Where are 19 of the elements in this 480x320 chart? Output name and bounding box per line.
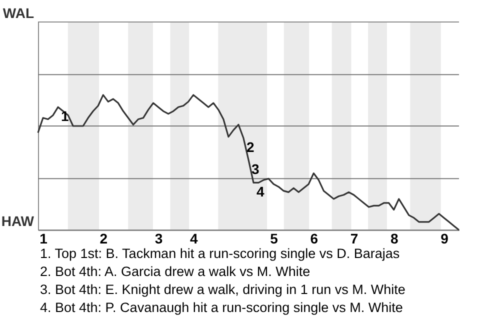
x-tick-label: 3 [154,230,163,246]
text: 4. Bot 4th: P. Cavanaugh hit a run-scoring single vs M. White [40,300,403,315]
x-tick-label: 1 [40,230,48,246]
text: 2. Bot 4th: A. Garcia drew a walk vs M. White [40,264,310,279]
x-tick-label: 7 [350,230,358,246]
ref-line-label: WAL [2,5,34,21]
x-tick-label: 6 [310,230,318,246]
x-tick-label: 2 [100,230,108,246]
text: 3. Bot 4th: E. Knight drew a walk, driving in 1 run vs M. White [40,282,406,297]
x-tick-label: 8 [390,230,398,246]
x-tick-label: 5 [270,230,278,246]
annotation: 2 [246,139,254,156]
x-tick-label: 9 [440,230,449,246]
ref-line-label: HAW [1,213,35,229]
annotation: 1 [61,108,70,124]
x-tick-label: 4 [190,230,198,246]
annotation: 3 [252,160,260,177]
annotation: 4 [256,184,265,200]
text: 1. Top 1st: B. Tackman hit a run-scoring single vs D. Barajas [40,246,400,261]
